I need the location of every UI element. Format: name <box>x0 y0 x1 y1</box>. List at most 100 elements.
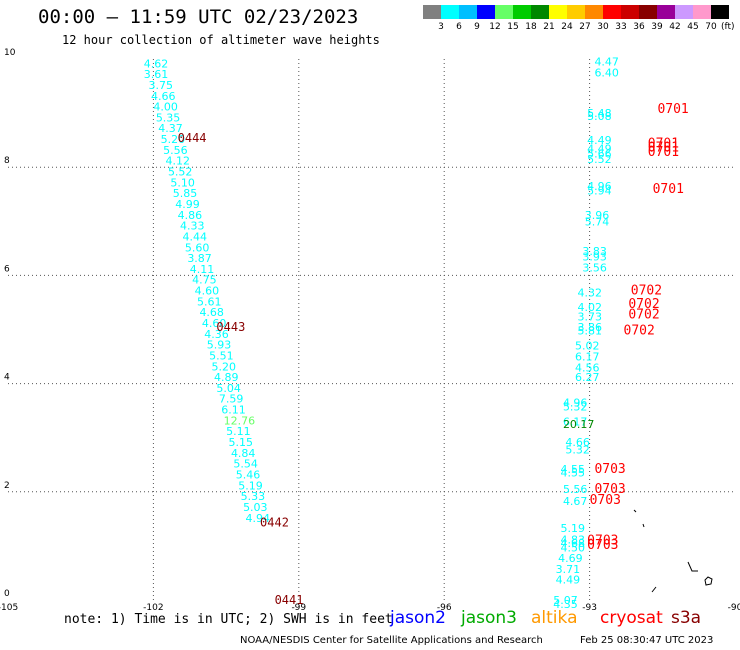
colorbar-swatch <box>513 5 531 19</box>
colorbar-swatch <box>495 5 513 19</box>
wave-height-label: 4.02 <box>577 301 602 314</box>
colorbar-swatch <box>675 5 693 19</box>
wave-height-label: 4.36 <box>204 328 229 341</box>
wave-height-label: 4.67 <box>563 495 588 508</box>
wave-height-label: 5.11 <box>226 425 251 438</box>
wave-height-label: 4.49 <box>587 134 612 147</box>
legend-cryosat: cryosat <box>600 608 663 628</box>
wave-height-label: 4.49 <box>556 573 581 586</box>
coastline-segment <box>633 509 637 513</box>
wave-height-label: 4.32 <box>577 287 602 300</box>
wave-height-label: 5.66 <box>587 148 612 161</box>
wave-height-label: 4.94 <box>245 512 270 525</box>
wave-height-label: 5.74 <box>585 215 610 228</box>
wave-height-label: 3.93 <box>582 250 607 263</box>
colorbar-label: 70 <box>705 22 717 32</box>
wave-height-label: 4.60 <box>202 317 227 330</box>
wave-height-label: 5.81 <box>577 325 602 338</box>
wave-height-label: 4.86 <box>178 209 203 222</box>
wave-height-label: 5.08 <box>587 110 612 123</box>
y-tick-label: 0 <box>4 589 10 599</box>
wave-height-label: 5.10 <box>170 176 195 189</box>
wave-height-label: 7.59 <box>219 393 244 406</box>
wave-height-label: 3.73 <box>577 311 602 324</box>
x-tick-label: -102 <box>143 603 163 610</box>
wave-height-label: 4.89 <box>214 371 239 384</box>
wave-height-label: 5.35 <box>156 111 181 124</box>
wave-height-label: 5.19 <box>561 522 586 535</box>
wave-height-label: 20.17 <box>563 418 595 431</box>
wave-height-label: 5.04 <box>216 382 241 395</box>
wave-height-label: 5.54 <box>233 458 258 471</box>
wave-height-label: 4.68 <box>561 537 586 550</box>
wave-height-label: 12.76 <box>224 414 256 427</box>
wave-height-label: 5.94 <box>587 184 612 197</box>
wave-height-label: 4.56 <box>575 361 600 374</box>
pass-label: 0444 <box>178 131 207 145</box>
colorbar-label: 15 <box>507 22 519 32</box>
wave-height-label: 6.17 <box>563 415 588 428</box>
wave-height-label: 4.66 <box>565 436 590 449</box>
pass-label: 0701 <box>648 141 679 156</box>
wave-height-label: 5.07 <box>553 594 578 607</box>
wave-height-label: 5.15 <box>229 436 254 449</box>
legend-jason2: jason2 <box>390 608 446 628</box>
colorbar-swatch <box>693 5 711 19</box>
legend-s3a: s3a <box>671 608 702 628</box>
wave-height-label: 4.00 <box>153 101 178 114</box>
wave-height-label: 4.83 <box>561 533 586 546</box>
wave-height-label: 5.56 <box>563 483 588 496</box>
colorbar-label: 39 <box>651 22 663 32</box>
wave-height-label: 5.32 <box>563 400 588 413</box>
colorbar-swatch <box>477 5 495 19</box>
wave-height-label: 5.93 <box>207 339 232 352</box>
plot-area: -105 -102 -99 -96 -93 -90 0 2 4 6 8 10 4.623.613.75… <box>0 48 740 610</box>
y-tick-label: 10 <box>4 48 16 58</box>
legend-altika: altika <box>531 608 578 628</box>
wave-height-label: 4.55 <box>561 466 586 479</box>
colorbar-label: 27 <box>579 22 591 32</box>
coastline <box>633 509 713 593</box>
wave-height-label: 3.71 <box>556 563 581 576</box>
colorbar-label: 6 <box>456 22 462 32</box>
wave-height-label: 5.03 <box>243 501 268 514</box>
colorbar-label: 30 <box>597 22 609 32</box>
colorbar-label: 18 <box>525 22 537 32</box>
y-tick-label: 2 <box>4 481 10 491</box>
chart-subtitle: 12 hour collection of altimeter wave hei… <box>62 33 380 47</box>
wave-height-label: 5.61 <box>197 295 222 308</box>
pass-label: 0702 <box>624 324 655 339</box>
coastline-segment <box>642 523 645 528</box>
wave-height-label: 4.47 <box>594 56 619 69</box>
wave-height-label: 4.33 <box>180 220 205 233</box>
colorbar-swatch <box>441 5 459 19</box>
wave-height-label: 4.55 <box>561 463 586 476</box>
footnote: note: 1) Time is in UTC; 2) SWH is in fe… <box>64 612 393 627</box>
colorbar-label: 21 <box>543 22 555 32</box>
wave-height-label: 4.75 <box>192 274 217 287</box>
pass-label: 0703 <box>594 462 625 477</box>
wave-height-label: 3.87 <box>187 252 212 265</box>
wave-height-label: 5.52 <box>587 153 612 166</box>
colorbar-label: 24 <box>561 22 573 32</box>
wave-height-label: 4.44 <box>182 230 207 243</box>
wave-height-label: 4.50 <box>561 542 586 555</box>
pass-label: 0702 <box>631 284 662 299</box>
x-tick-label: -90 <box>728 603 740 610</box>
wave-height-label: 3.61 <box>144 68 169 81</box>
pass-label: 0702 <box>628 307 659 322</box>
colorbar-swatch <box>603 5 621 19</box>
y-tick-label: 8 <box>4 156 10 166</box>
colorbar-swatch <box>657 5 675 19</box>
wave-height-label: 5.51 <box>209 349 234 362</box>
colorbar-swatch <box>423 5 441 19</box>
wave-height-label: 4.12 <box>166 155 191 168</box>
pass-label: 0441 <box>275 593 304 607</box>
x-tick-label: -93 <box>582 603 597 610</box>
pass-label: 0701 <box>648 145 679 160</box>
wave-height-label: 6.17 <box>575 351 600 364</box>
legend-jason3: jason3 <box>461 608 517 628</box>
pass-label: 0703 <box>587 538 618 553</box>
wave-height-label: 5.48 <box>587 107 612 120</box>
pass-label: 0703 <box>590 493 621 508</box>
